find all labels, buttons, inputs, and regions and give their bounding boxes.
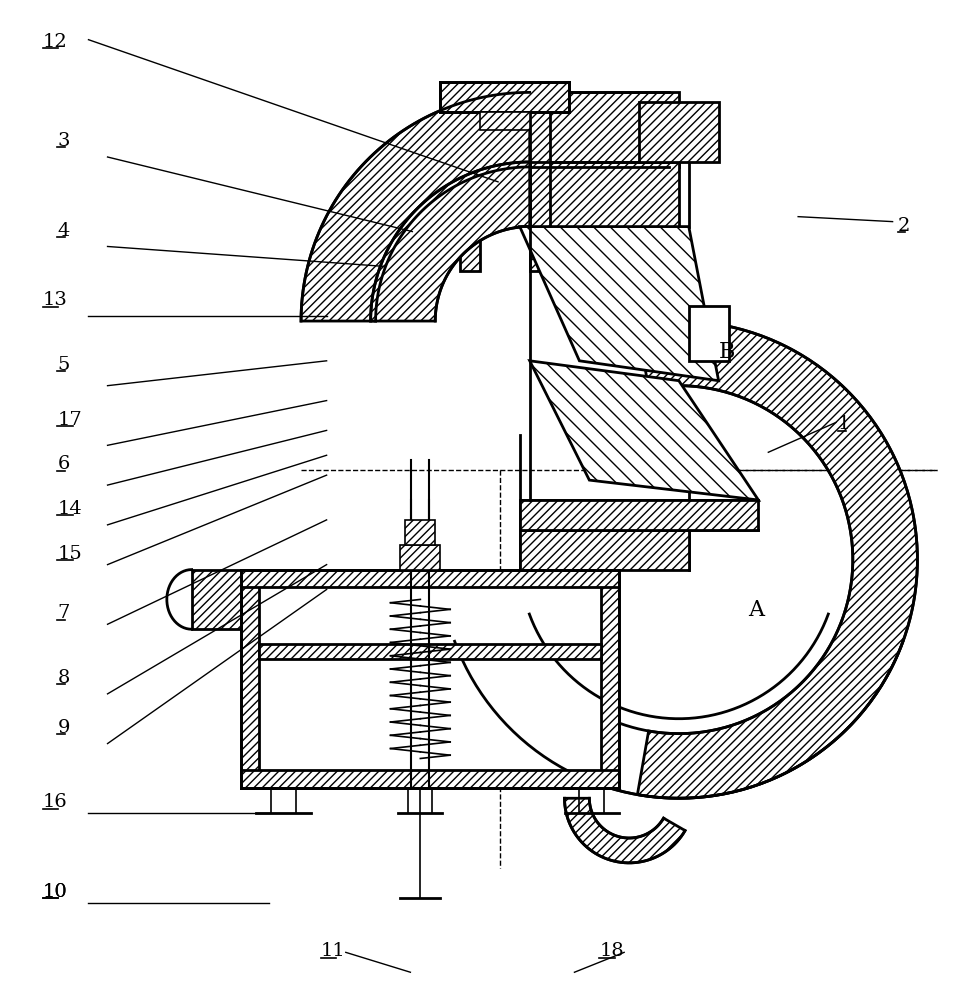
Polygon shape	[241, 570, 260, 788]
Text: 16: 16	[42, 793, 67, 811]
Polygon shape	[520, 500, 759, 530]
Text: 12: 12	[42, 33, 67, 51]
Text: 10: 10	[42, 883, 67, 901]
Text: 14: 14	[57, 500, 82, 518]
Text: 4: 4	[57, 222, 70, 240]
Polygon shape	[260, 644, 602, 659]
Polygon shape	[301, 92, 530, 321]
Text: 2: 2	[898, 217, 910, 235]
Text: B: B	[718, 341, 735, 363]
Polygon shape	[441, 82, 569, 112]
Text: 15: 15	[57, 545, 82, 563]
Polygon shape	[530, 361, 759, 500]
Text: 8: 8	[57, 669, 70, 687]
Text: A: A	[748, 599, 764, 621]
Text: 1: 1	[838, 415, 851, 433]
Polygon shape	[602, 570, 619, 788]
Text: 11: 11	[321, 942, 346, 960]
Text: 7: 7	[57, 604, 70, 622]
Polygon shape	[400, 545, 441, 570]
Polygon shape	[460, 82, 480, 271]
Polygon shape	[480, 112, 530, 130]
Text: 13: 13	[42, 291, 67, 309]
Polygon shape	[241, 570, 619, 587]
Polygon shape	[192, 570, 241, 629]
Text: 5: 5	[57, 356, 70, 374]
Polygon shape	[241, 770, 619, 788]
Polygon shape	[520, 530, 689, 570]
Polygon shape	[639, 102, 718, 162]
Polygon shape	[371, 162, 530, 321]
Polygon shape	[520, 227, 718, 381]
Polygon shape	[405, 520, 435, 545]
Polygon shape	[530, 162, 679, 227]
Polygon shape	[530, 82, 550, 271]
Text: 17: 17	[57, 411, 82, 429]
Polygon shape	[530, 92, 679, 167]
Text: 6: 6	[57, 455, 70, 473]
Polygon shape	[637, 321, 918, 798]
Text: 9: 9	[57, 719, 70, 737]
Polygon shape	[689, 306, 728, 361]
Text: 10: 10	[42, 883, 67, 901]
Polygon shape	[564, 798, 685, 863]
Text: 18: 18	[600, 942, 624, 960]
Bar	[260, 587, 602, 770]
Text: 3: 3	[57, 132, 70, 150]
